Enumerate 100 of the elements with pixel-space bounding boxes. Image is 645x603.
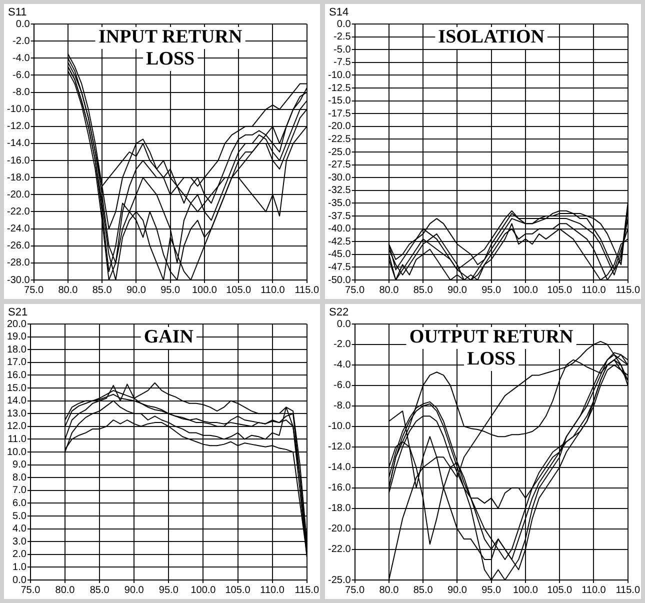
y-axis-title: S22 — [329, 306, 349, 319]
y-tick-label: -18.0 — [328, 503, 352, 514]
x-tick-label: 115.0 — [616, 284, 640, 296]
y-axis-title: S21 — [8, 306, 28, 319]
y-tick-label: 20.0 — [6, 318, 27, 330]
x-tick-label: 110.0 — [582, 284, 606, 296]
y-tick-label: -2.5 — [334, 32, 352, 43]
y-tick-label: -30.0 — [6, 274, 30, 286]
y-tick-label: 3.0 — [12, 536, 27, 548]
y-tick-label: -50.0 — [328, 274, 352, 286]
y-tick-label: 0.0 — [12, 574, 27, 586]
x-tick-label: 115.0 — [294, 584, 320, 596]
y-tick-label: 11.0 — [8, 434, 27, 445]
y-tick-label: 1.0 — [12, 562, 27, 573]
y-tick-label: -4.0 — [334, 360, 352, 371]
chart-title: ISOLATION — [438, 26, 545, 48]
x-tick-label: 100.0 — [512, 584, 538, 596]
x-tick-label: 85.0 — [413, 284, 434, 296]
x-tick-label: 90.0 — [447, 284, 468, 296]
y-tick-label: -4.0 — [12, 52, 30, 64]
y-tick-label: 8.0 — [12, 472, 27, 484]
y-tick-label: 17.0 — [6, 357, 27, 368]
y-tick-label: -27.5 — [328, 160, 352, 171]
y-tick-label: -45.0 — [328, 249, 352, 260]
y-tick-label: 18.0 — [6, 344, 27, 356]
x-tick-label: 105.0 — [547, 284, 573, 296]
y-tick-label: -14.0 — [328, 462, 352, 474]
y-tick-label: -12.0 — [6, 121, 30, 132]
y-tick-label: -5.0 — [334, 44, 352, 56]
y-tick-label: 0.0 — [16, 18, 30, 30]
y-tick-label: -42.5 — [328, 236, 352, 248]
y-tick-label: 10.0 — [6, 446, 27, 458]
y-axis-title: S11 — [8, 6, 27, 19]
y-tick-label: -10.0 — [328, 421, 352, 432]
y-tick-label: -16.0 — [6, 155, 30, 166]
y-tick-label: -25.0 — [328, 574, 352, 586]
x-tick-label: 105.0 — [225, 584, 251, 596]
y-tick-label: -37.5 — [328, 210, 352, 222]
y-tick-label: -2.0 — [12, 36, 30, 47]
y-tick-label: 0.0 — [336, 318, 352, 330]
text: OUTPUT RETURN LOSS — [409, 326, 574, 370]
x-tick-label: 80.0 — [55, 584, 76, 596]
x-tick-label: 105.0 — [547, 584, 573, 596]
y-tick-label: -40.0 — [328, 224, 352, 235]
y-tick-label: 12.0 — [6, 421, 27, 432]
y-tick-label: -18.0 — [6, 172, 30, 184]
x-tick-label: 105.0 — [226, 284, 252, 296]
x-tick-label: 80.0 — [379, 284, 400, 296]
x-tick-label: 75.0 — [20, 584, 41, 596]
x-tick-label: 115.0 — [294, 284, 320, 296]
x-tick-label: 75.0 — [345, 584, 365, 596]
y-axis-title: S14 — [329, 6, 349, 19]
y-tick-label: -6.0 — [12, 70, 30, 81]
y-tick-label: 13.0 — [6, 408, 27, 420]
x-tick-label: 90.0 — [124, 584, 144, 596]
y-tick-label: 0.0 — [336, 18, 352, 30]
chart-title: GAIN — [144, 326, 194, 348]
y-tick-label: -22.0 — [6, 206, 30, 218]
y-tick-label: -20.0 — [6, 189, 30, 200]
x-tick-label: 75.0 — [24, 284, 44, 296]
x-tick-label: 85.0 — [90, 584, 110, 596]
x-tick-label: 80.0 — [58, 284, 78, 296]
y-tick-label: 14.0 — [6, 396, 27, 407]
x-tick-label: 90.0 — [447, 584, 468, 596]
y-tick-label: -20.0 — [328, 524, 352, 535]
x-tick-label: 110.0 — [582, 584, 606, 596]
x-tick-label: 110.0 — [260, 284, 286, 296]
x-tick-label: 95.0 — [482, 584, 502, 596]
y-tick-label: 6.0 — [12, 498, 27, 509]
y-tick-label: -7.5 — [334, 57, 352, 68]
x-tick-label: 100.0 — [190, 584, 216, 596]
y-tick-label: -28.0 — [6, 258, 30, 269]
y-tick-label: 2.0 — [12, 549, 27, 560]
y-tick-label: -20.0 — [328, 121, 352, 132]
x-tick-label: 95.0 — [158, 584, 179, 596]
y-tick-label: -15.0 — [328, 96, 352, 107]
y-tick-label: -10.0 — [6, 104, 30, 116]
y-tick-label: -24.0 — [6, 224, 30, 235]
y-tick-label: -8.0 — [334, 400, 352, 412]
x-tick-label: 100.0 — [192, 284, 218, 296]
y-tick-label: 7.0 — [12, 485, 27, 496]
y-tick-label: 19.0 — [6, 332, 27, 343]
x-tick-label: 85.0 — [92, 284, 112, 296]
y-tick-label: 4.0 — [12, 524, 27, 535]
y-tick-label: -2.0 — [334, 339, 352, 350]
x-tick-label: 100.0 — [512, 284, 538, 296]
y-tick-label: 9.0 — [12, 460, 27, 471]
y-tick-label: 5.0 — [12, 510, 27, 522]
y-tick-label: -12.5 — [328, 82, 352, 94]
y-tick-label: -10.0 — [328, 70, 352, 81]
y-tick-label: -17.5 — [328, 108, 352, 120]
y-tick-label: -30.0 — [328, 172, 352, 184]
x-tick-label: 75.0 — [345, 284, 365, 296]
x-tick-label: 115.0 — [616, 584, 640, 596]
y-tick-label: -16.0 — [328, 482, 352, 494]
x-tick-label: 110.0 — [260, 584, 285, 596]
y-tick-label: -22.0 — [328, 544, 352, 556]
y-tick-label: -12.0 — [328, 442, 352, 453]
y-tick-label: -25.0 — [328, 146, 352, 158]
y-tick-label: -22.5 — [328, 134, 352, 145]
